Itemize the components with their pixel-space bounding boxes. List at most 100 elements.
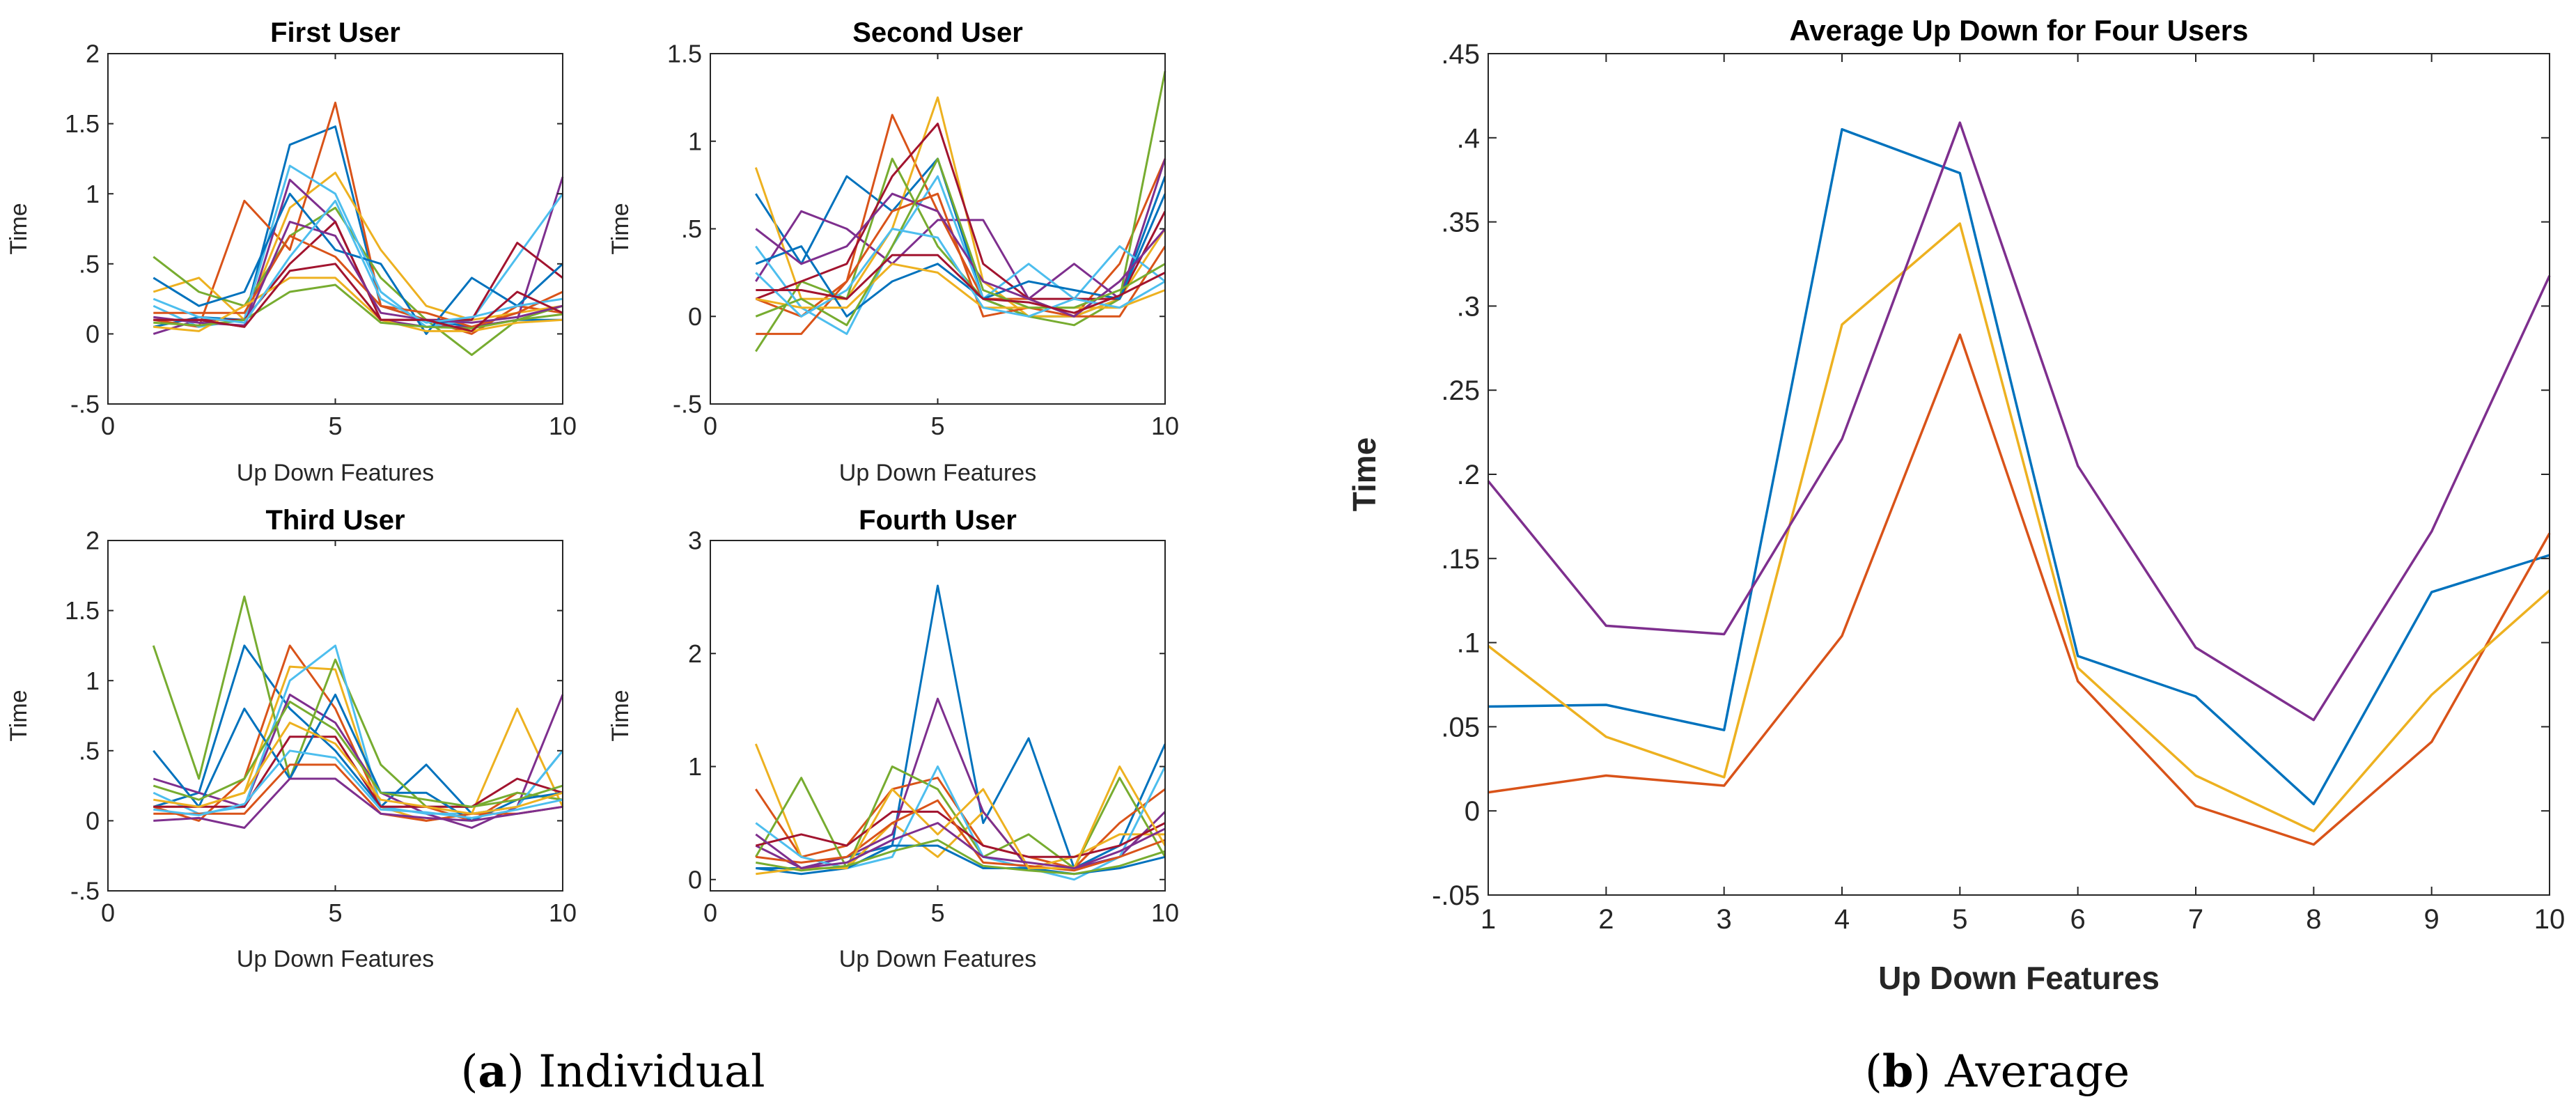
y-tick-label: 0: [688, 865, 702, 894]
axes-frame: [107, 540, 563, 892]
y-tick-label: .5: [79, 736, 100, 765]
x-tick-label: 7: [2188, 904, 2203, 935]
y-tick-label: .45: [1441, 39, 1480, 70]
caption-text: Average: [1944, 1046, 2130, 1098]
y-tick-label: 1.5: [65, 596, 100, 625]
series-line: [153, 777, 563, 829]
series-line: [1488, 127, 2550, 806]
x-tick-label: 6: [2070, 904, 2086, 935]
x-tick-label: 0: [101, 899, 115, 927]
caption-letter: a: [478, 1045, 506, 1098]
axes-frame: [1488, 53, 2550, 896]
axes-frame: [710, 540, 1166, 892]
y-tick-label: .2: [1457, 460, 1480, 490]
x-tick-label: 10: [1151, 899, 1179, 927]
y-tick-label: .5: [79, 249, 100, 278]
y-tick-label: 3: [688, 527, 702, 555]
y-axis-label: Time: [607, 203, 634, 254]
y-tick-label: -.5: [70, 390, 100, 419]
series-line: [754, 765, 1166, 869]
x-tick-label: 2: [1598, 904, 1614, 935]
chart-title: Fourth User: [859, 505, 1017, 536]
y-tick-label: 1: [86, 667, 100, 695]
y-tick-label: .35: [1441, 208, 1480, 238]
x-tick-label: 10: [549, 412, 577, 440]
series-line: [153, 644, 563, 822]
series-line: [755, 158, 1166, 300]
y-tick-label: 0: [688, 302, 702, 331]
y-tick-label: 2: [86, 527, 100, 555]
series-line: [756, 584, 1166, 869]
series-line: [756, 263, 1166, 309]
x-tick-label: 3: [1717, 904, 1732, 935]
y-tick-label: .15: [1441, 544, 1480, 575]
x-tick-label: 5: [328, 412, 342, 440]
x-tick-label: 1: [1481, 904, 1496, 935]
chart-average: Average Up Down for Four Users 1 2 3 4 5 6 7 8 9 1…: [1346, 14, 2565, 996]
series-line: [153, 749, 563, 819]
caption-b: (b) Average: [1865, 1045, 2130, 1098]
series-line: [153, 722, 563, 815]
x-tick-label: 5: [328, 899, 342, 927]
y-tick-label: 0: [86, 807, 100, 835]
y-tick-label: 0: [1465, 796, 1480, 827]
y-tick-label: -.5: [673, 390, 702, 419]
series-line: [153, 700, 563, 808]
y-tick-label: .1: [1457, 628, 1480, 659]
x-tick-label: 10: [2534, 904, 2566, 935]
x-tick-label: 5: [930, 412, 944, 440]
y-axis-label: Time: [1346, 437, 1382, 512]
series-line: [755, 193, 1166, 318]
x-tick-label: 0: [703, 412, 717, 440]
y-tick-label: .4: [1457, 123, 1480, 154]
y-tick-label: 0: [86, 320, 100, 348]
series-line: [756, 844, 1166, 876]
x-tick-label: 4: [1834, 904, 1850, 935]
chart-title: First User: [270, 17, 400, 48]
caption-text: Individual: [538, 1046, 765, 1098]
series-line: [1487, 222, 2551, 832]
y-tick-label: .25: [1441, 375, 1480, 406]
y-axis-label: Time: [6, 203, 32, 254]
series-line: [755, 810, 1166, 858]
y-tick-label: -.05: [1432, 880, 1480, 911]
y-tick-label: .5: [681, 215, 702, 243]
series-line: [756, 254, 1166, 314]
x-axis-label: Up Down Features: [839, 460, 1036, 486]
y-axis-label: Time: [607, 690, 634, 741]
y-tick-label: 1: [688, 127, 702, 155]
caption-a: (a) Individual: [460, 1045, 765, 1098]
x-tick-label: 8: [2306, 904, 2321, 935]
series-line: [756, 799, 1166, 872]
x-axis-label: Up Down Features: [1878, 960, 2160, 996]
chart-fourth: Fourth User 0 5 10 0 1 2 3 Up Down Features Time: [607, 505, 1179, 972]
y-tick-label: 1.5: [667, 40, 702, 68]
x-tick-label: 10: [1151, 412, 1179, 440]
x-tick-label: 5: [1952, 904, 1967, 935]
series-line: [756, 839, 1166, 876]
y-tick-label: .05: [1441, 712, 1480, 742]
series-line: [153, 277, 563, 332]
y-tick-label: 1.5: [65, 109, 100, 138]
x-axis-label: Up Down Features: [839, 946, 1036, 972]
series-line: [153, 192, 564, 335]
chart-title: Average Up Down for Four Users: [1790, 14, 2249, 47]
y-tick-label: 2: [86, 40, 100, 68]
y-tick-label: 1: [688, 752, 702, 781]
x-tick-label: 5: [930, 899, 944, 927]
y-tick-label: .3: [1457, 291, 1480, 322]
series-line: [152, 596, 563, 808]
y-tick-label: 2: [688, 639, 702, 668]
x-tick-label: 0: [101, 412, 115, 440]
x-tick-label: 10: [549, 899, 577, 927]
y-tick-label: -.5: [70, 877, 100, 905]
chart-title: Third User: [265, 505, 405, 536]
x-axis-label: Up Down Features: [237, 946, 434, 972]
series-line: [1487, 121, 2551, 722]
series-line: [1488, 333, 2551, 846]
y-axis-label: Time: [6, 690, 32, 741]
